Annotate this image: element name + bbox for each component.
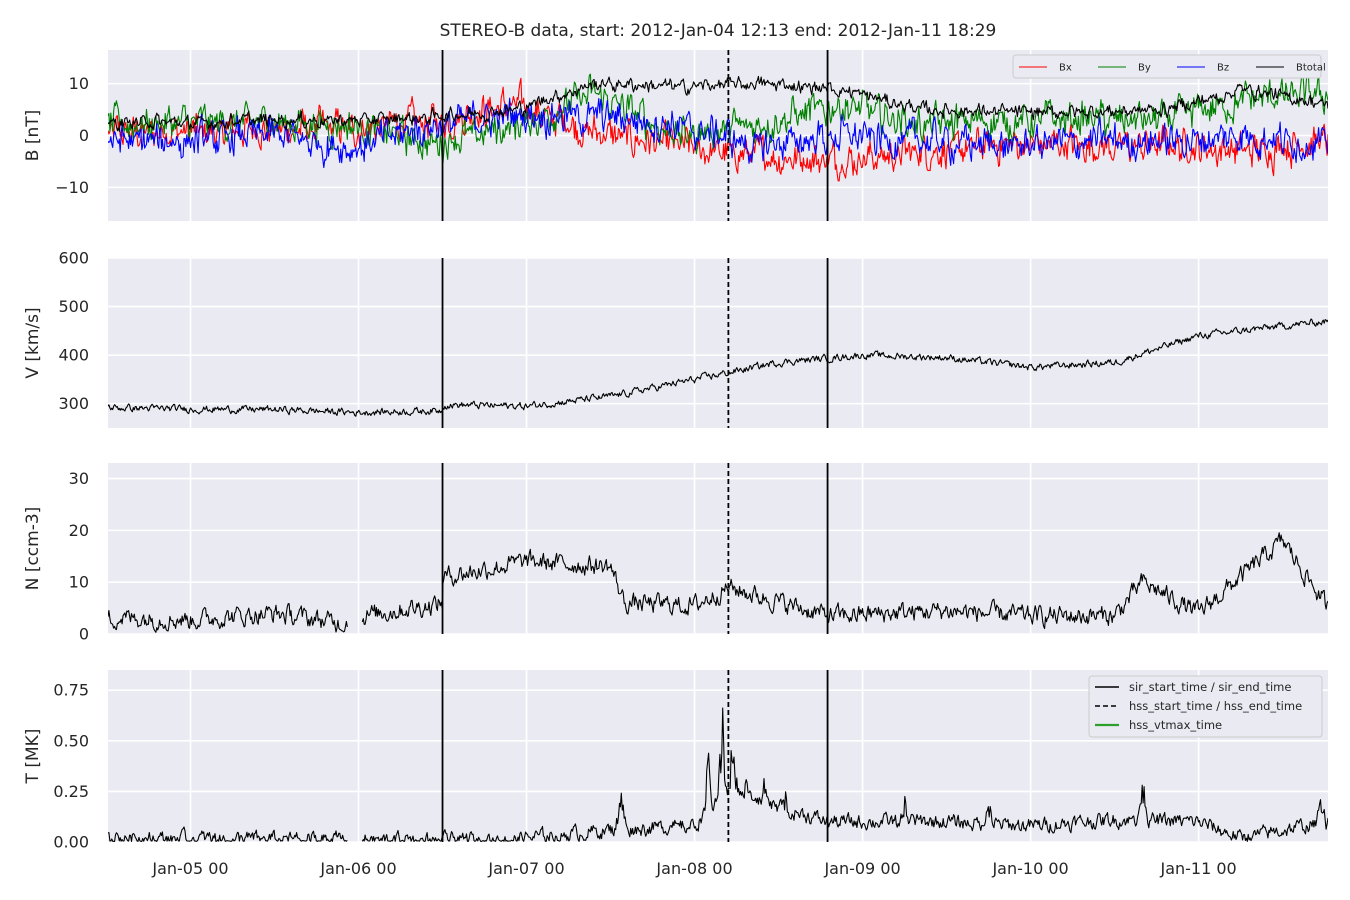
legend-label: hss_start_time / hss_end_time [1129, 699, 1302, 713]
y-tick-label: 0.50 [53, 731, 89, 750]
legend-label: Bx [1059, 63, 1072, 74]
x-tick-label: Jan-07 00 [487, 859, 564, 878]
legend-label: Btotal [1296, 63, 1326, 74]
series-group [108, 72, 1328, 182]
series-line [108, 318, 1328, 417]
plot-area [108, 258, 1328, 428]
y-axis-label: T [MK] [23, 729, 43, 785]
y-tick-label: 300 [58, 394, 89, 413]
plot-area [108, 463, 1328, 634]
series-group [108, 318, 1328, 417]
y-tick-label: 0 [79, 625, 89, 644]
series-line [108, 532, 1328, 633]
y-tick-label: 400 [58, 346, 89, 365]
y-axis-label: N [ccm-3] [23, 507, 43, 591]
x-tick-label: Jan-10 00 [991, 859, 1068, 878]
x-tick-label: Jan-11 00 [1159, 859, 1236, 878]
y-axis-label: B [nT] [23, 110, 43, 162]
legend-label: Bz [1217, 63, 1229, 74]
y-tick-label: 10 [69, 74, 89, 93]
series-line-bz [108, 97, 1328, 169]
figure-title: STEREO-B data, start: 2012-Jan-04 12:13 … [440, 21, 997, 41]
legend-box [1088, 675, 1323, 738]
y-tick-label: 0.25 [53, 782, 89, 801]
x-tick-label: Jan-08 00 [655, 859, 732, 878]
panel-2: 600 500 400 300 V [km/s] [23, 249, 1328, 428]
legend-label: By [1138, 63, 1151, 74]
y-tick-label: 30 [69, 469, 89, 488]
legend: sir_start_time / sir_end_time hss_start_t… [1088, 675, 1323, 738]
panel-1: 10 0 −10 B [nT] Bx By Bz Btotal [23, 50, 1328, 221]
y-tick-label: 0.00 [53, 833, 89, 852]
series-group [108, 707, 1328, 842]
series-line-btotal [108, 75, 1328, 132]
panel-3: 30 20 10 0 N [ccm-3] [23, 463, 1328, 644]
y-tick-label: 20 [69, 521, 89, 540]
x-tick-label: Jan-05 00 [151, 859, 228, 878]
legend-label: hss_vtmax_time [1129, 718, 1222, 732]
series-line [108, 707, 1328, 842]
y-tick-label: 10 [69, 573, 89, 592]
legend: Bx By Bz Btotal [1012, 54, 1326, 79]
legend-box [1012, 54, 1322, 79]
panel-4: 0.75 0.50 0.25 0.00 T [MK] sir_start_time / s… [23, 670, 1328, 852]
y-tick-label: 0.75 [53, 681, 89, 700]
legend-label: sir_start_time / sir_end_time [1129, 680, 1291, 694]
y-tick-label: 600 [58, 249, 89, 268]
y-tick-label: −10 [55, 178, 89, 197]
y-tick-label: 0 [79, 126, 89, 145]
series-line-by [108, 72, 1328, 164]
y-axis-label: V [km/s] [23, 307, 43, 378]
x-tick-label: Jan-09 00 [823, 859, 900, 878]
x-tick-label: Jan-06 00 [319, 859, 396, 878]
x-axis: Jan-05 00 Jan-06 00 Jan-07 00 Jan-08 00 Jan-… [151, 859, 1236, 878]
y-tick-label: 500 [58, 297, 89, 316]
series-group [108, 532, 1328, 633]
